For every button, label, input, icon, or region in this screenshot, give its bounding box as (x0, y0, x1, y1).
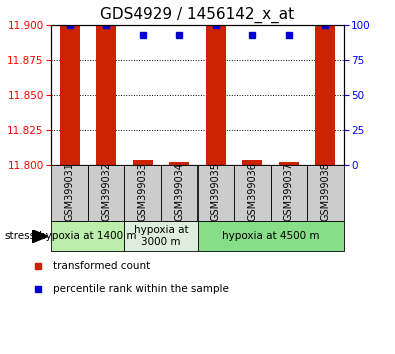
Bar (51, 165, 88, 221)
Bar (198, 165, 234, 221)
Bar (124, 221, 198, 251)
Text: GSM399032: GSM399032 (101, 162, 111, 221)
Bar (169, 162, 189, 165)
Bar (96, 25, 116, 165)
Bar (198, 221, 344, 251)
Text: GSM399033: GSM399033 (138, 162, 148, 221)
Bar (271, 165, 307, 221)
Text: GSM399036: GSM399036 (247, 162, 257, 221)
Text: GSM399038: GSM399038 (320, 162, 330, 221)
Text: GSM399035: GSM399035 (211, 162, 221, 221)
Text: GSM399037: GSM399037 (284, 162, 294, 221)
Bar (133, 160, 153, 165)
Bar (234, 165, 271, 221)
Text: percentile rank within the sample: percentile rank within the sample (53, 284, 229, 295)
Bar (315, 25, 335, 165)
Text: hypoxia at 4500 m: hypoxia at 4500 m (222, 231, 319, 241)
Bar (60, 25, 80, 165)
Text: hypoxia at 1400 m: hypoxia at 1400 m (39, 231, 137, 241)
Bar (307, 165, 344, 221)
Bar (206, 25, 226, 165)
Bar (88, 165, 124, 221)
Bar (242, 160, 262, 165)
Text: GSM399034: GSM399034 (174, 162, 184, 221)
Bar (124, 165, 161, 221)
Text: GSM399031: GSM399031 (65, 162, 75, 221)
Bar (51, 221, 124, 251)
Text: stress: stress (4, 231, 35, 241)
Text: hypoxia at
3000 m: hypoxia at 3000 m (134, 225, 188, 247)
Polygon shape (32, 230, 48, 243)
Bar (161, 165, 198, 221)
Title: GDS4929 / 1456142_x_at: GDS4929 / 1456142_x_at (100, 7, 295, 23)
Bar (279, 162, 299, 165)
Text: transformed count: transformed count (53, 261, 151, 272)
